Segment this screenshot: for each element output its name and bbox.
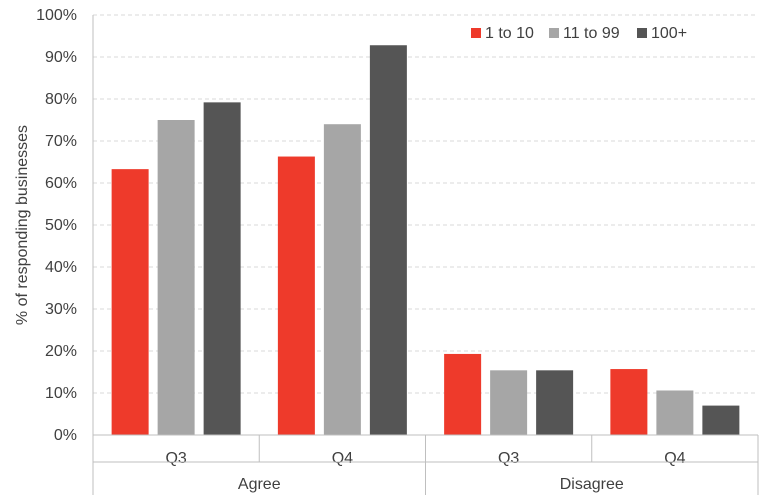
x-tick-label: Q3 [498,450,519,467]
y-tick-label: 30% [45,301,77,318]
legend-label: 1 to 10 [485,25,534,42]
y-tick-label: 60% [45,175,77,192]
bar [490,370,528,435]
bar [369,45,407,436]
y-tick-label: 0% [54,427,77,444]
x-tick-label: Q4 [664,450,685,467]
x-tick-label: Q4 [332,450,353,467]
bar [656,390,694,435]
legend: 1 to 10 11 to 99 100+ [471,25,687,42]
y-tick-label: 100% [36,7,77,24]
bar [444,353,482,435]
y-tick-label: 10% [45,385,77,402]
legend-swatch [471,28,481,38]
y-axis-title: % of responding businesses [14,125,31,325]
bar [111,169,149,435]
legend-label: 11 to 99 [563,25,620,42]
bars [111,45,740,436]
y-tick-label: 80% [45,91,77,108]
y-tick-label: 20% [45,343,77,360]
x-tick-label: Q3 [165,450,186,467]
bar [203,102,241,436]
x-group-label: Agree [238,476,281,493]
bar [277,156,315,436]
bar [536,370,574,435]
gridlines [93,14,758,394]
y-tick-label: 40% [45,259,77,276]
bar [323,124,361,435]
y-tick-label: 50% [45,217,77,234]
x-group-label: Disagree [560,476,624,493]
bar [157,120,195,435]
legend-swatch [549,28,559,38]
bar [702,405,740,435]
legend-swatch [637,28,647,38]
axes: 0% 10% 20% 30% 40% 50% 60% 70% 80% 90% 100% Q3 Q4 Q3 Q… [36,7,759,495]
y-tick-label: 90% [45,49,77,66]
y-tick-label: 70% [45,133,77,150]
legend-label: 100+ [651,25,687,42]
bar [610,369,648,435]
